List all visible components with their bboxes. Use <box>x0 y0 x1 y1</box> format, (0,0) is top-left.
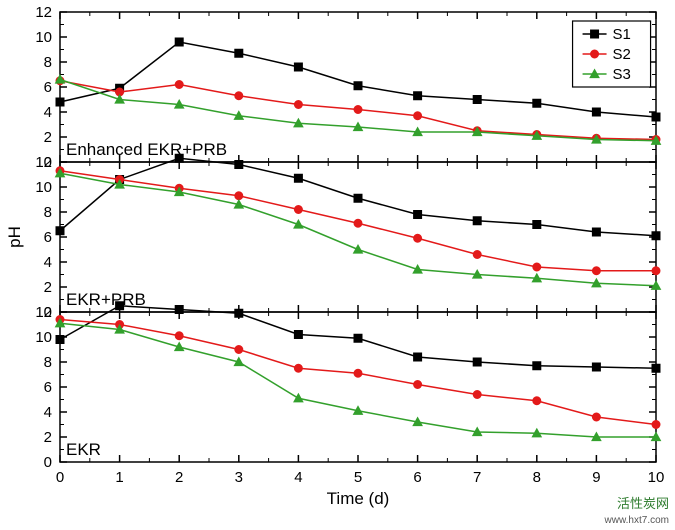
chart-figure: 024681012Enhanced EKR+PRB024681012EKR+PR… <box>0 0 675 530</box>
svg-text:10: 10 <box>35 329 52 346</box>
svg-text:3: 3 <box>235 469 243 486</box>
x-axis-label: Time (d) <box>327 489 390 508</box>
svg-text:10: 10 <box>648 469 665 486</box>
svg-text:4: 4 <box>44 254 52 271</box>
panel-1: 024681012EKR+PRB <box>35 154 660 321</box>
panel-0: 024681012Enhanced EKR+PRB <box>35 4 660 171</box>
svg-text:12: 12 <box>35 304 52 321</box>
legend-label-S2: S2 <box>613 46 631 63</box>
svg-text:4: 4 <box>44 104 52 121</box>
svg-text:0: 0 <box>44 454 52 471</box>
svg-text:4: 4 <box>294 469 302 486</box>
legend: S1 S2 S3 <box>573 21 651 87</box>
svg-text:2: 2 <box>44 429 52 446</box>
svg-text:5: 5 <box>354 469 362 486</box>
svg-text:10: 10 <box>35 29 52 46</box>
svg-text:2: 2 <box>44 279 52 296</box>
y-axis-label: pH <box>5 226 24 248</box>
svg-text:12: 12 <box>35 154 52 171</box>
svg-text:7: 7 <box>473 469 481 486</box>
panel-label: Enhanced EKR+PRB <box>66 140 227 159</box>
svg-text:9: 9 <box>592 469 600 486</box>
svg-text:2: 2 <box>44 129 52 146</box>
svg-text:6: 6 <box>413 469 421 486</box>
svg-text:4: 4 <box>44 404 52 421</box>
svg-text:6: 6 <box>44 79 52 96</box>
svg-text:10: 10 <box>35 179 52 196</box>
svg-text:0: 0 <box>56 469 64 486</box>
svg-text:2: 2 <box>175 469 183 486</box>
svg-text:8: 8 <box>44 54 52 71</box>
svg-text:6: 6 <box>44 379 52 396</box>
svg-text:8: 8 <box>44 354 52 371</box>
chart-svg: 024681012Enhanced EKR+PRB024681012EKR+PR… <box>0 0 675 530</box>
legend-label-S3: S3 <box>613 66 631 83</box>
legend-label-S1: S1 <box>613 26 631 43</box>
svg-text:6: 6 <box>44 229 52 246</box>
panel-2: 024681012012345678910EKR <box>35 302 664 486</box>
panel-label: EKR <box>66 440 101 459</box>
svg-text:8: 8 <box>533 469 541 486</box>
svg-text:12: 12 <box>35 4 52 21</box>
svg-text:1: 1 <box>115 469 123 486</box>
svg-text:8: 8 <box>44 204 52 221</box>
